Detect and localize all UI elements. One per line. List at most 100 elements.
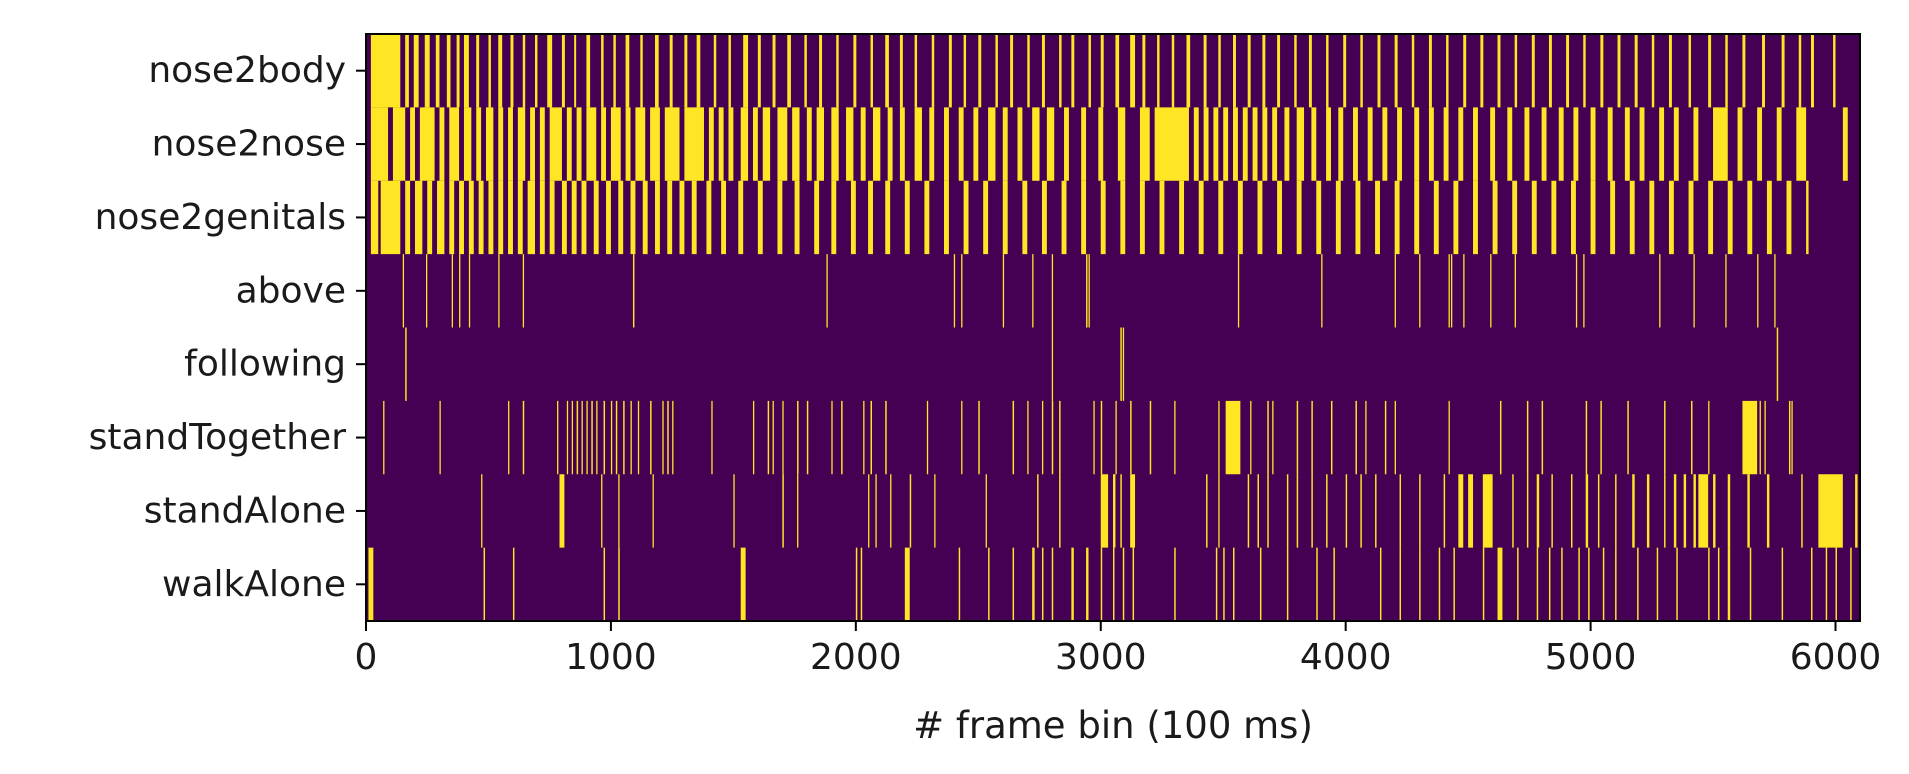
active-segment — [1223, 547, 1225, 622]
active-segment — [1093, 400, 1095, 475]
active-segment — [517, 107, 526, 181]
active-segment — [1272, 107, 1278, 181]
active-segment — [413, 34, 419, 108]
active-segment — [1725, 254, 1727, 328]
active-segment — [899, 107, 905, 181]
active-segment — [1051, 254, 1054, 328]
active-segment — [868, 180, 873, 255]
active-segment — [1059, 474, 1061, 548]
active-segment — [1250, 400, 1252, 475]
active-segment — [1154, 107, 1189, 181]
active-segment — [549, 107, 562, 181]
active-segment — [1776, 327, 1779, 401]
active-segment — [983, 180, 989, 255]
active-segment — [557, 400, 559, 475]
active-segment — [574, 34, 577, 108]
active-segment — [1032, 107, 1040, 181]
active-segment — [1286, 547, 1289, 622]
active-segment — [782, 474, 784, 548]
active-segment — [1233, 107, 1238, 181]
active-segment — [929, 107, 935, 181]
active-segment — [850, 180, 856, 255]
active-segment — [1727, 474, 1731, 548]
active-segment — [1607, 107, 1613, 181]
active-segment — [1086, 547, 1089, 622]
active-segment — [1759, 400, 1761, 475]
active-segment — [449, 180, 455, 255]
active-segment — [1419, 254, 1421, 328]
active-segment — [914, 34, 918, 108]
active-segment — [1781, 34, 1785, 108]
active-segment — [958, 547, 961, 622]
active-segment — [561, 34, 565, 108]
active-segment — [402, 254, 405, 328]
active-segment — [1330, 400, 1333, 475]
active-segment — [1377, 34, 1381, 108]
active-segment — [539, 180, 545, 255]
active-segment — [1632, 474, 1635, 548]
active-segment — [1419, 547, 1421, 622]
active-segment — [1566, 34, 1570, 108]
active-segment — [1776, 107, 1782, 181]
active-segment — [995, 34, 998, 108]
active-segment — [1531, 34, 1535, 108]
active-segment — [1673, 107, 1679, 181]
active-segment — [1132, 547, 1135, 622]
x-tick-label: 3000 — [1055, 637, 1147, 678]
active-segment — [1742, 400, 1758, 475]
active-segment — [1575, 254, 1578, 328]
active-segment — [1615, 547, 1617, 622]
active-segment — [498, 107, 504, 181]
active-segment — [559, 474, 565, 548]
active-segment — [1174, 400, 1176, 475]
active-segment — [1027, 34, 1030, 108]
active-segment — [1032, 547, 1035, 622]
active-segment — [1051, 547, 1054, 622]
active-segment — [1343, 34, 1347, 108]
active-segment — [1541, 400, 1544, 475]
y-tick-label: standTogether — [89, 417, 347, 458]
active-segment — [1526, 400, 1529, 475]
active-segment — [1100, 474, 1109, 548]
active-segment — [1725, 34, 1728, 108]
active-segment — [1448, 254, 1450, 328]
active-segment — [738, 180, 744, 255]
active-segment — [1590, 180, 1596, 255]
active-segment — [1781, 547, 1784, 622]
active-segment — [1713, 474, 1716, 548]
active-segment — [1757, 107, 1763, 181]
y-tick-label: nose2genitals — [95, 197, 346, 238]
active-segment — [1458, 474, 1464, 548]
active-segment — [1786, 180, 1792, 255]
active-segment — [380, 180, 401, 255]
active-segment — [642, 180, 648, 255]
x-tick-label: 5000 — [1545, 637, 1637, 678]
active-segment — [586, 107, 597, 181]
active-segment — [806, 107, 812, 181]
active-segment — [1149, 400, 1152, 475]
active-segment — [1326, 34, 1329, 108]
active-segment — [721, 180, 727, 255]
active-segment — [1115, 400, 1117, 475]
active-segment — [1375, 180, 1380, 255]
active-segment — [1157, 34, 1160, 108]
active-segment — [1490, 254, 1492, 328]
active-segment — [667, 180, 673, 255]
active-segment — [1708, 34, 1712, 108]
active-segment — [1100, 547, 1103, 622]
active-segment — [435, 34, 440, 108]
active-segment — [613, 34, 616, 108]
active-segment — [534, 34, 538, 108]
active-segment — [1713, 107, 1728, 181]
active-segment — [610, 107, 621, 181]
active-segment — [1081, 180, 1087, 255]
x-tick-label: 4000 — [1300, 637, 1392, 678]
active-segment — [1453, 180, 1459, 255]
active-segment — [978, 400, 980, 475]
active-segment — [1646, 474, 1650, 548]
active-segment — [1284, 107, 1290, 181]
active-segment — [875, 474, 877, 548]
active-segment — [1326, 107, 1331, 181]
active-segment — [887, 107, 893, 181]
active-segment — [1482, 547, 1485, 622]
